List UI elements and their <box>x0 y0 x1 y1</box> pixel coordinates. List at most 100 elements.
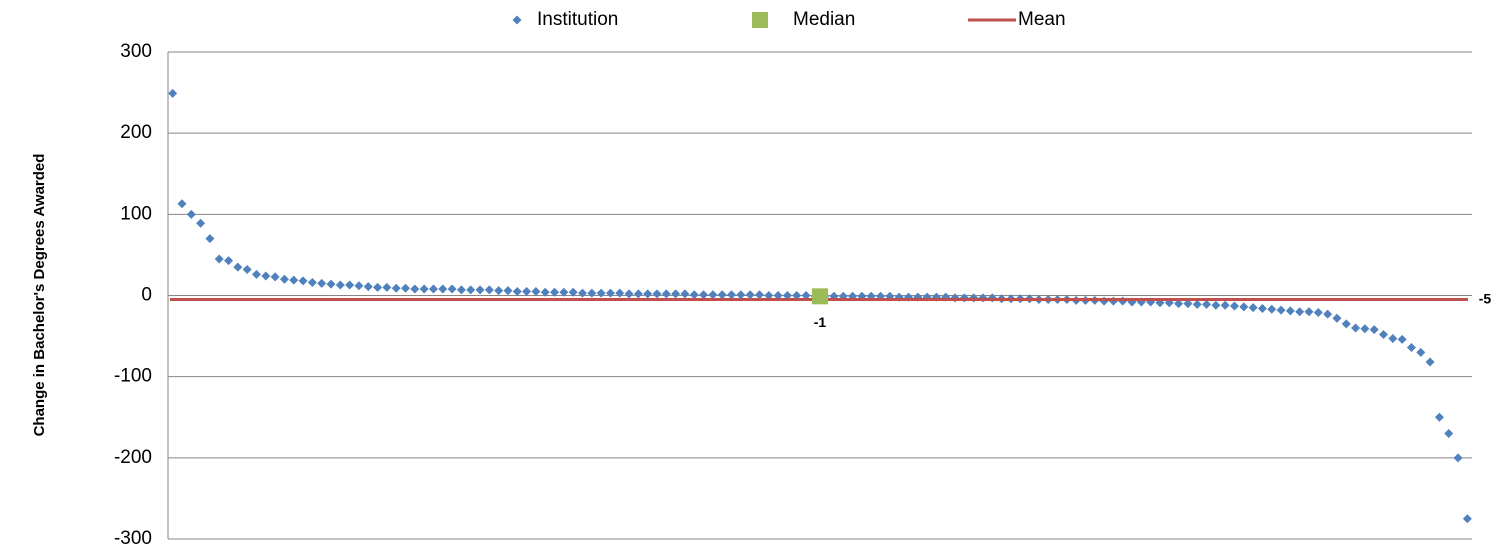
point <box>1434 412 1444 422</box>
point <box>224 256 234 266</box>
point <box>540 287 550 297</box>
point <box>959 293 969 303</box>
point <box>1397 334 1407 344</box>
point <box>522 286 532 296</box>
point <box>1323 309 1333 319</box>
point <box>671 289 681 299</box>
point <box>456 285 466 295</box>
point <box>196 218 206 228</box>
point <box>689 290 699 300</box>
point <box>745 290 755 300</box>
point <box>1351 323 1361 333</box>
point <box>1248 303 1258 313</box>
point <box>475 285 485 295</box>
point <box>699 290 709 300</box>
y-tick-label: -300 <box>114 528 152 549</box>
point <box>1174 299 1184 309</box>
point <box>1211 300 1221 310</box>
point <box>512 286 522 296</box>
point <box>1257 303 1267 313</box>
point <box>987 293 997 303</box>
point <box>1183 299 1193 309</box>
point <box>568 287 578 297</box>
point <box>1416 347 1426 357</box>
point <box>587 288 597 298</box>
point <box>754 290 764 300</box>
point <box>633 289 643 299</box>
legend-label: Institution <box>537 9 618 30</box>
point <box>1285 306 1295 316</box>
y-tick-label: -200 <box>114 447 152 468</box>
point <box>317 278 327 288</box>
point <box>531 286 541 296</box>
point <box>1425 357 1435 367</box>
point <box>1462 514 1472 524</box>
point <box>782 291 792 300</box>
point <box>261 271 271 281</box>
point <box>186 209 196 219</box>
point <box>736 290 746 300</box>
y-axis-title: Change in Bachelor's Degrees Awarded <box>31 154 48 437</box>
point <box>307 278 317 288</box>
point <box>373 282 383 292</box>
point <box>205 234 215 244</box>
point <box>438 284 448 294</box>
point <box>1229 301 1239 311</box>
point <box>345 280 355 290</box>
median-label: -1 <box>814 314 827 330</box>
point <box>605 288 615 298</box>
point <box>494 286 504 296</box>
point <box>550 287 560 297</box>
point <box>1202 299 1212 309</box>
point <box>1313 308 1323 318</box>
point <box>978 293 988 303</box>
y-tick-label: 0 <box>141 285 152 306</box>
point <box>270 272 280 282</box>
point <box>1360 324 1370 334</box>
point <box>1379 329 1389 339</box>
point <box>391 283 401 293</box>
point <box>950 293 960 303</box>
point <box>298 276 308 286</box>
point <box>615 288 625 298</box>
point <box>717 290 727 300</box>
point <box>363 282 373 292</box>
point <box>1332 313 1342 323</box>
point <box>559 287 569 297</box>
point <box>335 280 345 290</box>
point <box>764 291 774 300</box>
point <box>1341 319 1351 329</box>
point <box>801 291 811 300</box>
point <box>708 290 718 300</box>
point <box>1239 302 1249 312</box>
point <box>289 275 299 285</box>
point <box>1118 296 1128 306</box>
point <box>1099 296 1109 306</box>
point <box>577 288 587 298</box>
legend-marker <box>512 15 522 25</box>
point <box>326 279 336 289</box>
point <box>1192 299 1202 309</box>
point <box>1108 296 1118 306</box>
y-tick-label: 200 <box>120 122 152 143</box>
point <box>410 284 420 294</box>
point <box>279 274 289 284</box>
point <box>661 289 671 299</box>
point <box>1295 307 1305 317</box>
point <box>727 290 737 300</box>
point <box>680 289 690 299</box>
point <box>242 265 252 275</box>
point <box>401 283 411 293</box>
point <box>596 288 606 298</box>
legend-label: Mean <box>1018 9 1066 30</box>
point <box>382 282 392 292</box>
point <box>168 88 178 98</box>
point <box>484 285 494 295</box>
mean-label: -5 <box>1479 290 1492 306</box>
point <box>1406 342 1416 352</box>
point <box>1388 334 1398 344</box>
point <box>1453 453 1463 463</box>
point <box>214 254 224 264</box>
point <box>643 289 653 299</box>
